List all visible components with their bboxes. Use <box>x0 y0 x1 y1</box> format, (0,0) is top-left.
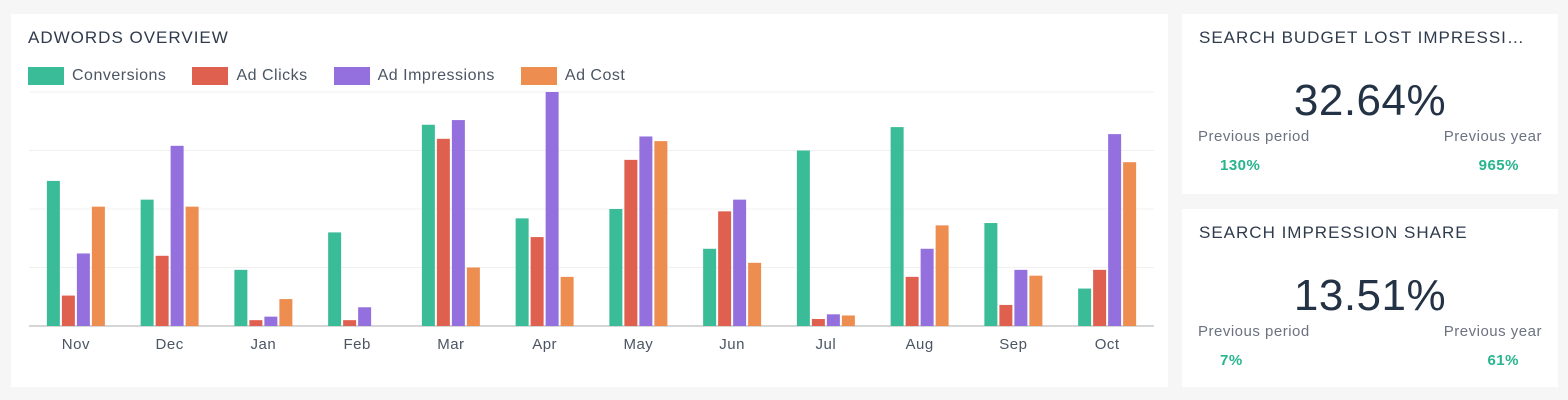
previous-period-label: Previous period <box>1198 323 1310 340</box>
previous-year-value: 61% <box>1487 352 1519 369</box>
bar-conversions[interactable] <box>234 269 248 326</box>
bar-conversions[interactable] <box>796 150 810 327</box>
x-tick-label: Dec <box>156 336 184 353</box>
previous-year-value: 965% <box>1478 157 1519 174</box>
adwords-overview-card: ADWORDS OVERVIEW Conversions Ad Clicks Ad … <box>11 14 1168 387</box>
bar-ad-cost[interactable] <box>91 206 105 326</box>
bar-ad-clicks[interactable] <box>249 320 263 326</box>
bar-ad-cost[interactable] <box>1029 275 1043 326</box>
bar-conversions[interactable] <box>984 223 998 326</box>
kpi-value: 32.64% <box>1293 76 1447 125</box>
bar-conversions[interactable] <box>515 218 529 326</box>
x-tick-label: Jun <box>719 336 745 353</box>
bar-ad-cost[interactable] <box>841 315 855 326</box>
previous-period-value: 130% <box>1220 157 1261 174</box>
bar-ad-clicks[interactable] <box>343 320 357 326</box>
bar-ad-clicks[interactable] <box>999 304 1013 326</box>
x-tick-label: Oct <box>1095 336 1120 353</box>
bar-ad-clicks[interactable] <box>624 159 638 326</box>
bar-ad-cost[interactable] <box>1123 162 1137 326</box>
bar-conversions[interactable] <box>421 124 435 326</box>
previous-period-value: 7% <box>1220 352 1243 369</box>
x-tick-label: Feb <box>343 336 370 353</box>
bar-conversions[interactable] <box>609 209 623 326</box>
search-impression-share-card: SEARCH IMPRESSION SHARE 13.51% Previous … <box>1182 209 1558 387</box>
bar-conversions[interactable] <box>1078 288 1092 326</box>
x-tick-label: Apr <box>532 336 557 353</box>
bar-ad-impressions[interactable] <box>170 145 184 326</box>
kpi-title: SEARCH BUDGET LOST IMPRESSI… <box>1199 28 1525 47</box>
legend-item[interactable]: Ad Clicks <box>192 67 307 85</box>
bar-ad-clicks[interactable] <box>436 138 450 326</box>
bar-ad-impressions[interactable] <box>545 92 559 326</box>
bar-ad-clicks[interactable] <box>155 255 169 326</box>
legend-swatch <box>192 67 229 85</box>
bar-ad-cost[interactable] <box>466 267 480 327</box>
previous-period-label: Previous period <box>1198 128 1310 145</box>
legend-label: Conversions <box>72 67 167 84</box>
legend-item[interactable]: Ad Cost <box>520 67 626 85</box>
bar-chart: Nov Dec Jan Feb Mar Apr May Jun Jul Aug Sep Oct <box>29 91 1154 353</box>
x-tick-label: Aug <box>906 336 934 353</box>
bar-ad-impressions[interactable] <box>920 248 934 326</box>
bar-conversions[interactable] <box>46 180 60 326</box>
bar-ad-impressions[interactable] <box>826 314 840 326</box>
bar-ad-clicks[interactable] <box>718 211 732 326</box>
legend-item[interactable]: Ad Impressions <box>333 67 495 85</box>
previous-year-label: Previous year <box>1443 128 1542 145</box>
bar-ad-impressions[interactable] <box>639 136 653 326</box>
bar-ad-cost[interactable] <box>279 299 293 326</box>
bar-ad-impressions[interactable] <box>264 316 278 326</box>
chart-legend: Conversions Ad Clicks Ad Impressions Ad Cos… <box>28 66 651 86</box>
legend-swatch <box>520 67 557 85</box>
bar-ad-clicks[interactable] <box>905 276 919 326</box>
x-tick-label: Jan <box>251 336 277 353</box>
legend-swatch <box>333 67 370 85</box>
x-tick-label: Nov <box>62 336 90 353</box>
bar-ad-impressions[interactable] <box>76 253 90 326</box>
bar-ad-impressions[interactable] <box>1108 134 1122 326</box>
legend-swatch <box>28 67 64 85</box>
bar-conversions[interactable] <box>703 248 717 326</box>
x-tick-label: Sep <box>999 336 1027 353</box>
bar-ad-cost[interactable] <box>560 276 574 326</box>
bar-ad-clicks[interactable] <box>61 295 75 326</box>
legend-label: Ad Clicks <box>236 67 308 84</box>
bar-ad-clicks[interactable] <box>811 318 825 326</box>
x-tick-label: May <box>623 336 653 353</box>
previous-year-label: Previous year <box>1443 323 1542 340</box>
bar-ad-clicks[interactable] <box>1093 269 1107 326</box>
legend-item[interactable]: Conversions <box>28 67 166 85</box>
bar-ad-cost[interactable] <box>935 225 949 326</box>
bar-ad-cost[interactable] <box>185 206 199 326</box>
bar-conversions[interactable] <box>328 232 342 326</box>
bar-ad-cost[interactable] <box>654 141 668 326</box>
x-tick-label: Jul <box>816 336 837 353</box>
bar-ad-impressions[interactable] <box>451 120 465 326</box>
bar-conversions[interactable] <box>890 127 904 326</box>
kpi-value: 13.51% <box>1293 271 1447 320</box>
x-tick-label: Mar <box>437 336 464 353</box>
legend-label: Ad Impressions <box>377 67 495 84</box>
bar-ad-impressions[interactable] <box>733 199 747 326</box>
bar-ad-impressions[interactable] <box>1014 269 1028 326</box>
bar-ad-cost[interactable] <box>748 262 762 326</box>
bar-ad-impressions[interactable] <box>358 307 372 326</box>
bar-conversions[interactable] <box>140 199 154 326</box>
search-budget-lost-impressions-card: SEARCH BUDGET LOST IMPRESSI… 32.64% Prev… <box>1182 14 1558 194</box>
kpi-title: SEARCH IMPRESSION SHARE <box>1199 223 1468 242</box>
bar-ad-clicks[interactable] <box>530 237 544 326</box>
legend-label: Ad Cost <box>564 67 626 84</box>
